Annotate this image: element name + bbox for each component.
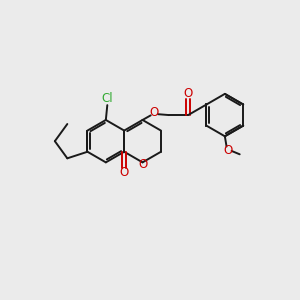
- Text: O: O: [224, 144, 233, 157]
- Text: O: O: [150, 106, 159, 118]
- Text: Cl: Cl: [101, 92, 113, 105]
- Text: O: O: [120, 167, 129, 179]
- Text: O: O: [184, 87, 193, 101]
- Text: O: O: [138, 158, 147, 171]
